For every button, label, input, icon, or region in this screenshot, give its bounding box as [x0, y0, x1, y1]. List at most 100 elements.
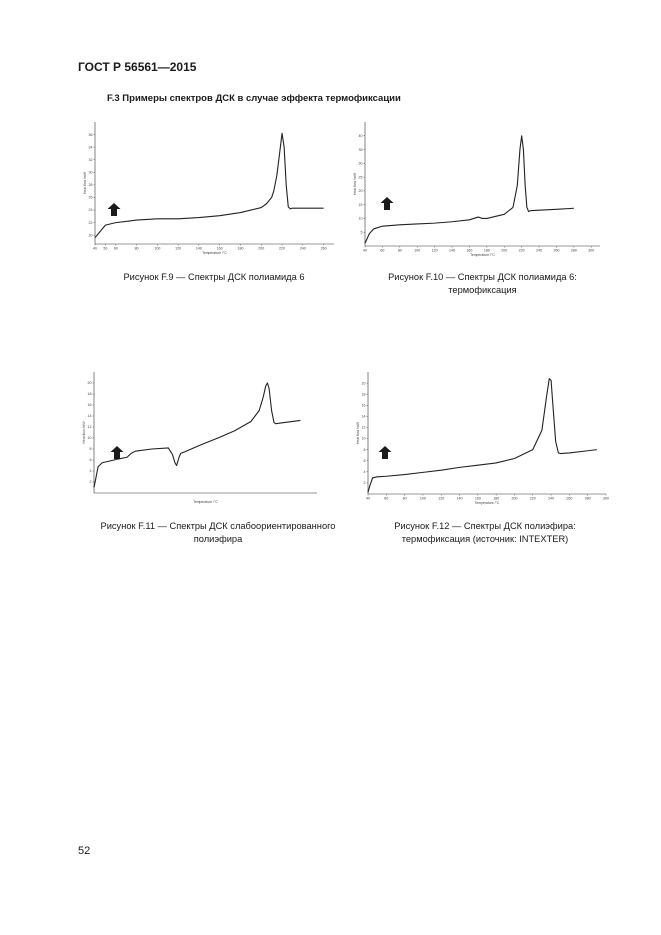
x-tick-label: 200 [511, 497, 517, 501]
x-tick-label: 40 [93, 247, 97, 251]
x-tick-label: 160 [466, 249, 472, 253]
y-tick-label: 18 [88, 392, 92, 396]
x-tick-label: 140 [196, 247, 202, 251]
dsc-curve [93, 382, 301, 488]
y-tick-label: 8 [90, 447, 92, 451]
x-tick-label: 220 [530, 497, 536, 501]
up-arrow-icon [107, 203, 121, 216]
x-tick-label: 40 [363, 249, 367, 253]
caption-line: термофиксация [448, 284, 517, 295]
dsc-curve [364, 135, 574, 244]
y-tick-label: 32 [89, 158, 93, 162]
x-tick-label: 260 [321, 247, 327, 251]
x-tick-label: 200 [258, 247, 264, 251]
caption-line: термофиксация (источник: INTEXTER) [401, 533, 569, 544]
y-tick-label: 28 [89, 183, 93, 187]
x-tick-label: 180 [484, 249, 490, 253]
x-tick-label: 80 [135, 247, 139, 251]
y-tick-label: 34 [89, 145, 93, 149]
caption-line: Рисунок F.9 — Спектры ДСК полиамида 6 [123, 272, 305, 282]
caption-f9: Рисунок F.9 — Спектры ДСК полиамида 6 [84, 271, 344, 284]
x-tick-label: 50 [103, 247, 107, 251]
y-tick-label: 10 [362, 437, 366, 441]
up-arrow-icon [110, 446, 124, 459]
x-tick-label: 300 [588, 249, 594, 253]
x-tick-label: 220 [519, 249, 525, 253]
caption-line: Рисунок F.12 — Спектры ДСК полиэфира: [394, 521, 576, 531]
figure-f10: 5 10 15 20 25 30 35 40 40 60 80 100 120 140 160 180 200 2… [353, 117, 605, 265]
y-tick-label: 25 [359, 175, 363, 179]
y-tick-label: 30 [89, 171, 93, 175]
dsc-chart-f12: 2 4 6 8 10 12 14 16 18 20 40 60 80 100 120 140 160 180 200… [356, 372, 609, 505]
dsc-chart-f10: 5 10 15 20 25 30 35 40 40 60 80 100 120 140 160 180 200 2… [353, 122, 600, 257]
y-tick-label: 22 [89, 221, 93, 225]
y-tick-label: 16 [362, 403, 366, 407]
x-tick-label: 240 [548, 497, 554, 501]
x-tick-label: 80 [398, 249, 402, 253]
y-tick-label: 30 [359, 162, 363, 166]
x-axis-label: Temperature /°C [470, 253, 495, 257]
x-tick-label: 140 [457, 497, 463, 501]
y-tick-label: 12 [88, 425, 92, 429]
x-axis-label: Temperature /°C [202, 251, 227, 255]
y-tick-label: 12 [362, 426, 366, 430]
y-tick-label: 24 [89, 208, 93, 212]
x-tick-label: 60 [384, 497, 388, 501]
y-tick-label: 14 [88, 414, 92, 418]
caption-f10: Рисунок F.10 — Спектры ДСК полиамида 6: … [360, 271, 605, 296]
x-tick-label: 40 [366, 497, 370, 501]
x-tick-label: 160 [217, 247, 223, 251]
up-arrow-icon [378, 446, 392, 459]
y-axis-label: Heat flow /mW [353, 172, 357, 195]
x-tick-label: 280 [585, 497, 591, 501]
figure-f9: 20 22 24 26 28 30 32 34 36 40 50 60 80 100 120 140 160 18… [83, 117, 339, 265]
x-tick-label: 240 [300, 247, 306, 251]
y-tick-label: 6 [364, 459, 366, 463]
y-tick-label: 26 [89, 196, 93, 200]
x-tick-label: 140 [449, 249, 455, 253]
dsc-curve [367, 378, 597, 493]
x-tick-label: 120 [432, 249, 438, 253]
y-axis-label: Heat flow /mW [356, 421, 360, 444]
figure-f11: 2 4 6 8 10 12 14 16 18 20 Temperature /°C Heat flow… [82, 366, 339, 511]
y-tick-label: 8 [364, 448, 366, 452]
up-arrow-icon [380, 197, 394, 210]
dsc-chart-f11: 2 4 6 8 10 12 14 16 18 20 Temperature /°C Heat flow… [82, 372, 317, 504]
x-tick-label: 120 [438, 497, 444, 501]
y-tick-label: 10 [88, 436, 92, 440]
x-tick-label: 80 [403, 497, 407, 501]
x-tick-label: 300 [603, 497, 609, 501]
caption-line: Рисунок F.10 — Спектры ДСК полиамида 6: [388, 272, 577, 282]
x-tick-label: 100 [154, 247, 160, 251]
x-tick-label: 180 [493, 497, 499, 501]
x-tick-label: 60 [114, 247, 118, 251]
x-tick-label: 180 [237, 247, 243, 251]
x-axis-label: Temperature /°C [193, 500, 218, 504]
x-tick-label: 200 [501, 249, 507, 253]
figure-f12: 2 4 6 8 10 12 14 16 18 20 40 60 80 100 120 140 160 180 200… [355, 366, 610, 511]
y-tick-label: 36 [89, 133, 93, 137]
x-tick-label: 220 [279, 247, 285, 251]
x-tick-label: 240 [536, 249, 542, 253]
x-axis-label: Temperature /°C [475, 501, 500, 505]
x-tick-label: 280 [571, 249, 577, 253]
y-tick-label: 20 [362, 381, 366, 385]
y-tick-label: 20 [359, 189, 363, 193]
caption-line: полиэфира [193, 533, 243, 544]
y-tick-label: 20 [89, 233, 93, 237]
y-tick-label: 4 [364, 470, 366, 474]
y-tick-label: 2 [90, 480, 92, 484]
y-tick-label: 5 [361, 230, 363, 234]
y-tick-label: 15 [359, 203, 363, 207]
x-tick-label: 100 [420, 497, 426, 501]
y-tick-label: 35 [359, 148, 363, 152]
x-tick-label: 260 [553, 249, 559, 253]
caption-f11: Рисунок F.11 — Спектры ДСК слабоориентир… [82, 520, 354, 545]
document-header: ГОСТ Р 56561—2015 [78, 60, 197, 74]
dsc-curve [94, 132, 324, 239]
y-axis-label: Heat flow /mW [83, 171, 87, 194]
caption-line: Рисунок F.11 — Спектры ДСК слабоориентир… [100, 521, 336, 531]
section-title: F.3 Примеры спектров ДСК в случае эффект… [107, 93, 401, 104]
y-tick-label: 20 [88, 381, 92, 385]
y-axis-label: Heat flow /mW [82, 421, 86, 444]
